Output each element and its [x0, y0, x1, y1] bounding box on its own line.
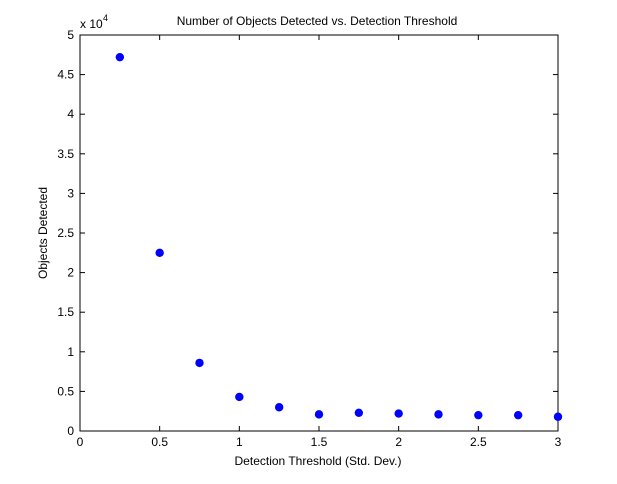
x-tick-label: 1 — [236, 435, 243, 449]
data-point — [513, 410, 523, 420]
data-point — [235, 392, 244, 402]
y-tick-label: 3 — [67, 186, 74, 200]
y-tick-label: 1.5 — [57, 305, 74, 319]
y-exponent-power: 4 — [103, 13, 108, 23]
x-axis-label: Detection Threshold (Std. Dev.) — [235, 454, 402, 468]
data-point — [155, 248, 164, 257]
y-tick-label: 2 — [67, 266, 74, 280]
data-point — [115, 52, 125, 62]
y-exponent-base: x 10 — [80, 17, 103, 31]
y-tick-label: 5 — [67, 28, 74, 42]
data-point — [394, 409, 403, 418]
data-points — [115, 52, 563, 421]
data-point — [553, 412, 563, 421]
data-point — [195, 358, 204, 368]
x-tick-label: 0.5 — [151, 435, 168, 449]
data-point — [434, 410, 443, 419]
data-point — [274, 403, 284, 412]
y-axis-label: Objects Detected — [36, 187, 50, 279]
y-tick-label: 3.5 — [57, 147, 74, 161]
x-tick-label: 1.5 — [311, 435, 328, 449]
x-tick-label: 2 — [395, 435, 402, 449]
x-tick-label: 2.5 — [470, 435, 487, 449]
x-tick-label: 3 — [555, 435, 562, 449]
y-tick-label: 4.5 — [57, 68, 74, 82]
y-tick-label: 0.5 — [57, 384, 74, 398]
y-tick-label: 2.5 — [57, 226, 74, 240]
y-tick-label: 0 — [67, 424, 74, 438]
data-point — [314, 410, 324, 419]
x-tick-label: 0 — [77, 435, 84, 449]
y-tick-label: 4 — [67, 107, 74, 121]
data-point — [354, 408, 364, 417]
y-tick-label: 1 — [67, 345, 74, 359]
plot-axes: 0 0.5 1 1.5 2 2.5 3 0 0.5 1 1.5 2 2.5 3 3.5 4 4.5 5 — [57, 28, 561, 449]
data-point — [474, 410, 483, 420]
chart-title: Number of Objects Detected vs. Detection… — [177, 14, 458, 28]
